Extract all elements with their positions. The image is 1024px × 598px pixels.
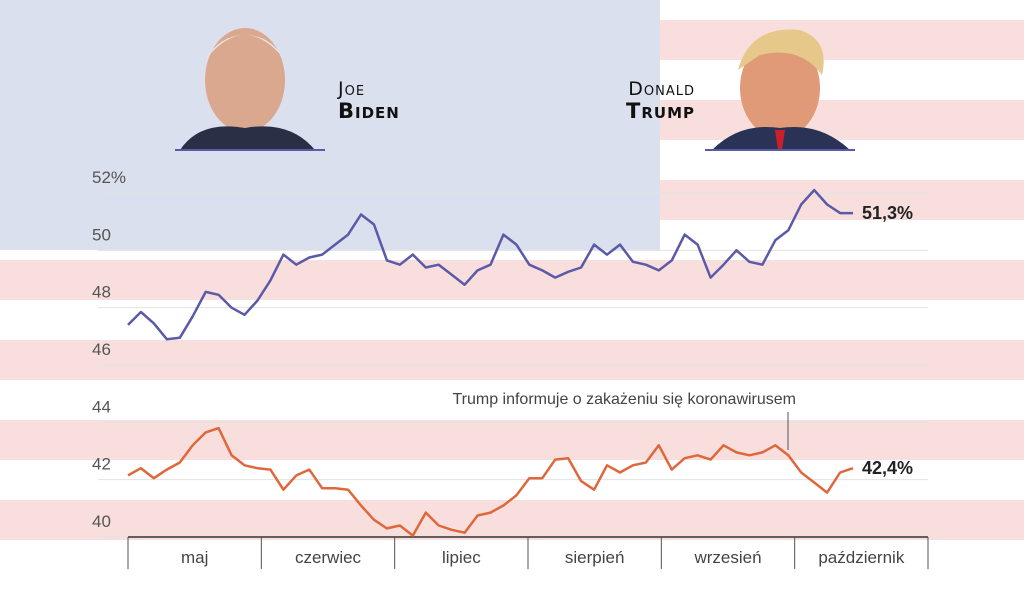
end-label: 51,3% [862,203,913,223]
end-label: 42,4% [862,458,913,478]
x-tick-label: październik [818,548,904,567]
series-line [127,426,854,537]
plot: 40 42 44 46 48 50 52% maj czerwiec lipiec sierpień… [92,168,929,569]
x-tick-label: sierpień [565,548,625,567]
y-tick-label: 44 [92,397,111,416]
candidate-last: Trump [626,99,695,123]
y-tick-label: 48 [92,283,111,302]
candidate-last: Biden [338,99,400,123]
y-tick-label: 40 [92,512,111,531]
x-tick-label: maj [181,548,208,567]
candidate-first: Joe [337,78,365,100]
x-tick-label: czerwiec [295,548,362,567]
series-line [127,188,853,341]
y-tick-label: 50 [92,225,111,244]
biden-photo [175,28,325,151]
annotation: Trump informuje o zakażeniu się koronawi… [452,391,796,408]
y-tick-label: 42 [92,455,111,474]
x-tick-label: lipiec [442,548,481,567]
y-tick-label: 52% [92,168,126,187]
trump-photo [705,29,855,151]
candidate-first: Donald [628,78,695,100]
x-tick-label: wrzesień [693,548,761,567]
y-tick-label: 46 [92,340,111,359]
